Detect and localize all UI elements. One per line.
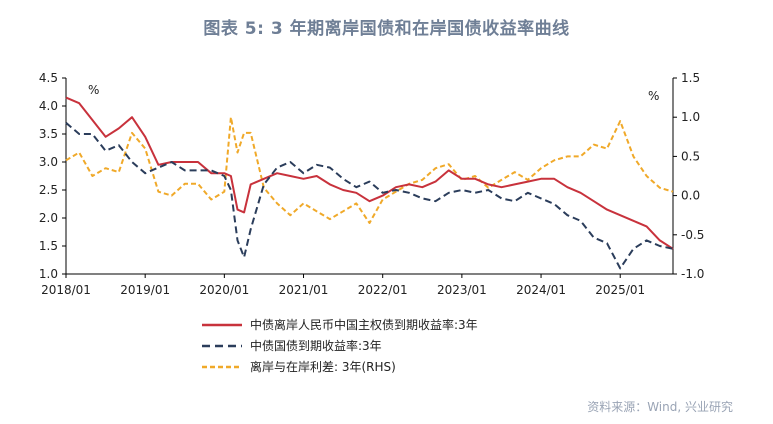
legend-swatch-offshore xyxy=(202,323,242,326)
source-note: 资料来源：Wind, 兴业研究 xyxy=(587,400,733,414)
legend-label-onshore: 中债国债到期收益率:3年 xyxy=(250,339,382,353)
series-line-onshore xyxy=(65,122,674,270)
axes xyxy=(62,77,677,278)
right-tick-label: 0.0 xyxy=(681,189,700,203)
x-tick-label: 2022/01 xyxy=(358,283,408,297)
chart-title: 图表 5: 3 年期离岸国债和在岸国债收益率曲线 xyxy=(203,19,570,39)
tick-labels: 4.5 4.0 3.5 3.0 2.5 2.0 1.5 1.0 1.5 1.0 0.5 0.0 -0.5… xyxy=(39,71,705,297)
x-tick-label: 2025/01 xyxy=(595,283,645,297)
right-tick-label: -1.0 xyxy=(681,267,704,281)
legend-label-offshore: 中债离岸人民币中国主权债到期收益率:3年 xyxy=(250,318,478,332)
left-unit-label: % xyxy=(88,83,99,97)
left-tick-label: 4.0 xyxy=(39,99,58,113)
left-tick-label: 1.0 xyxy=(39,267,58,281)
right-unit-label: % xyxy=(648,89,659,103)
right-tick-label: 1.0 xyxy=(681,110,700,124)
legend-item-offshore: 中债离岸人民币中国主权债到期收益率:3年 xyxy=(200,314,478,335)
legend-item-spread: 离岸与在岸利差: 3年(RHS) xyxy=(200,356,478,377)
x-tick-label: 2019/01 xyxy=(120,283,170,297)
x-tick-label: 2024/01 xyxy=(516,283,566,297)
right-tick-label: -0.5 xyxy=(681,228,704,242)
series-line-offshore xyxy=(65,96,674,250)
left-tick-label: 2.5 xyxy=(39,183,58,197)
left-tick-label: 4.5 xyxy=(39,71,58,85)
x-tick-label: 2021/01 xyxy=(279,283,329,297)
x-tick-label: 2020/01 xyxy=(199,283,249,297)
legend: 中债离岸人民币中国主权债到期收益率:3年 中债国债到期收益率:3年 离岸与在岸利… xyxy=(200,314,478,377)
left-tick-label: 2.0 xyxy=(39,211,58,225)
legend-label-spread: 离岸与在岸利差: 3年(RHS) xyxy=(250,360,396,374)
legend-item-onshore: 中债国债到期收益率:3年 xyxy=(200,335,478,356)
series-lines xyxy=(65,96,674,270)
right-tick-label: 0.5 xyxy=(681,149,700,163)
left-tick-label: 1.5 xyxy=(39,239,58,253)
x-tick-label: 2023/01 xyxy=(437,283,487,297)
legend-swatch-onshore xyxy=(202,344,242,347)
x-tick-label: 2018/01 xyxy=(41,283,91,297)
left-tick-label: 3.5 xyxy=(39,127,58,141)
right-tick-label: 1.5 xyxy=(681,71,700,85)
legend-swatch-spread xyxy=(202,365,242,368)
left-tick-label: 3.0 xyxy=(39,155,58,169)
series-line-spread xyxy=(65,116,674,224)
